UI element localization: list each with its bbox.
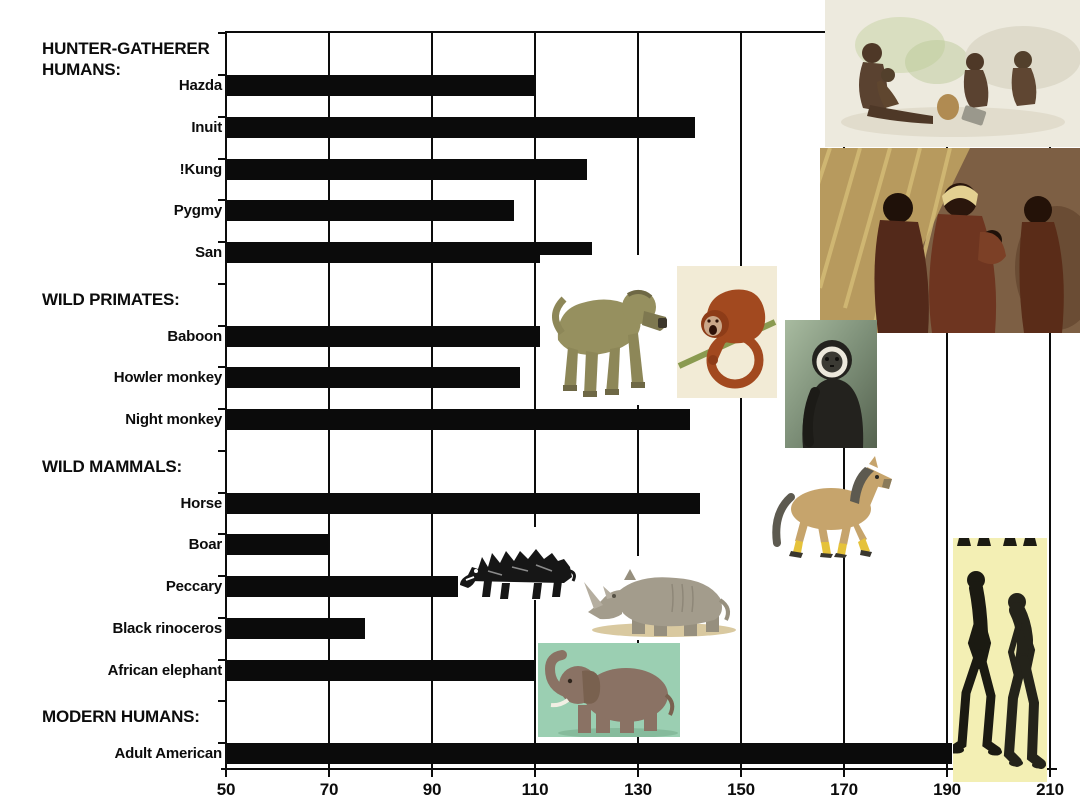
y-axis-tick-0 <box>218 32 226 35</box>
x-tick-50 <box>225 769 227 777</box>
x-tick-210 <box>1049 769 1051 777</box>
bar-howler-monkey <box>227 367 520 389</box>
category-label-san: San <box>195 244 222 261</box>
horse-cartoon <box>765 455 903 558</box>
bar-night-monkey <box>227 409 690 430</box>
san-women-photo-art <box>820 148 1080 333</box>
x-tick-label-90: 90 <box>422 780 442 799</box>
bar-peccary <box>227 576 463 597</box>
category-label-night-monkey: Night monkey <box>125 411 222 428</box>
y-axis-tick-3 <box>218 157 226 160</box>
category-label-kung: !Kung <box>179 160 223 178</box>
gridline-150 <box>740 31 742 769</box>
horse-art <box>772 456 892 558</box>
category-label-black-rinoceros: Black rinoceros <box>112 619 222 637</box>
bar-black-rinoceros <box>227 617 366 639</box>
category-label-african-elephant: African elephant <box>107 661 223 679</box>
y-axis-tick-9 <box>218 408 226 410</box>
bar-boar <box>227 534 329 556</box>
x-tick-label-150: 150 <box>727 780 755 799</box>
bar-san <box>227 242 592 263</box>
section-header-modern-humans: MODERN HUMANS: <box>42 707 200 727</box>
category-label-boar: Boar <box>188 536 223 554</box>
hunter-gatherer-camp-illustration <box>825 0 1080 147</box>
x-tick-150 <box>740 769 742 777</box>
y-axis-tick-8 <box>218 366 226 369</box>
section-header-wild-mammals: WILD MAMMALS: <box>42 456 182 476</box>
x-tick-90 <box>431 769 433 777</box>
y-axis-tick-13 <box>218 575 226 577</box>
x-tick-label-70: 70 <box>319 780 339 799</box>
hunter-gatherer-camp-art <box>825 0 1080 147</box>
hominid-silhouettes <box>953 538 1047 782</box>
gibbon-art <box>785 320 877 448</box>
bar-horse <box>227 492 700 514</box>
bar-hazda <box>227 75 535 96</box>
y-axis-tick-6 <box>218 282 226 285</box>
wild-boar-sketch <box>458 527 577 600</box>
category-label-pygmy: Pygmy <box>173 202 222 220</box>
y-axis-tick-17 <box>218 742 226 744</box>
san-women-photo <box>820 148 1080 333</box>
gridline-70 <box>328 31 330 769</box>
category-label-howler-monkey: Howler monkey <box>113 369 222 387</box>
y-axis-tick-14 <box>218 616 226 619</box>
wild-boar-art <box>458 527 577 600</box>
black-rhinoceros-illustration <box>580 556 740 640</box>
bar-african-elephant <box>227 659 535 681</box>
x-tick-170 <box>843 769 845 777</box>
y-axis-tick-2 <box>218 115 226 118</box>
plot-top-border <box>226 31 1050 33</box>
gridline-110 <box>534 31 536 769</box>
x-tick-70 <box>328 769 330 777</box>
hominid-silhouettes-art <box>953 538 1047 782</box>
y-axis-tick-16 <box>218 700 226 703</box>
baboon-art <box>540 255 675 405</box>
section-header-hunter-gatherer-humans: HUNTER-GATHERER HUMANS: <box>42 39 210 80</box>
gridline-210 <box>1049 31 1051 769</box>
x-tick-label-130: 130 <box>624 780 652 799</box>
y-axis-tick-7 <box>218 324 226 327</box>
y-axis-tick-15 <box>218 658 226 661</box>
x-tick-label-110: 110 <box>521 780 549 799</box>
bar-kung <box>227 158 587 180</box>
rhinoceros-art <box>580 556 740 640</box>
y-axis-tick-11 <box>218 491 226 494</box>
y-axis-tick-4 <box>218 199 226 202</box>
category-label-inuit: Inuit <box>191 118 222 136</box>
gridline-90 <box>431 31 433 769</box>
section-header-wild-primates: WILD PRIMATES: <box>42 289 180 309</box>
y-axis-line <box>225 31 227 770</box>
y-axis-tick-5 <box>218 241 226 243</box>
elephant-art <box>538 643 680 737</box>
bar-baboon <box>227 325 541 347</box>
gibbon-photo <box>785 320 877 448</box>
x-tick-110 <box>534 769 536 777</box>
x-tick-label-210: 210 <box>1036 780 1064 799</box>
x-tick-130 <box>637 769 639 777</box>
bar-adult-american <box>227 743 953 764</box>
bar-pygmy <box>227 200 515 222</box>
category-label-horse: Horse <box>180 494 222 512</box>
african-elephant-picture <box>538 643 680 737</box>
baboon-photo <box>540 255 675 405</box>
bar-inuit <box>227 116 695 138</box>
x-tick-label-190: 190 <box>933 780 961 799</box>
y-axis-tick-10 <box>218 449 226 452</box>
category-label-hazda: Hazda <box>178 77 222 94</box>
y-axis-tick-12 <box>218 533 226 536</box>
x-tick-label-50: 50 <box>216 780 236 799</box>
gridline-190 <box>946 31 948 769</box>
x-tick-190 <box>946 769 948 777</box>
x-axis-line <box>221 768 1057 770</box>
category-label-adult-american: Adult American <box>114 745 223 762</box>
x-tick-label-170: 170 <box>830 780 858 799</box>
category-label-peccary: Peccary <box>165 578 222 595</box>
howler-monkey-illustration <box>677 266 777 398</box>
y-axis-tick-1 <box>218 74 226 76</box>
category-label-baboon: Baboon <box>167 327 222 345</box>
howler-monkey-art <box>677 266 777 398</box>
